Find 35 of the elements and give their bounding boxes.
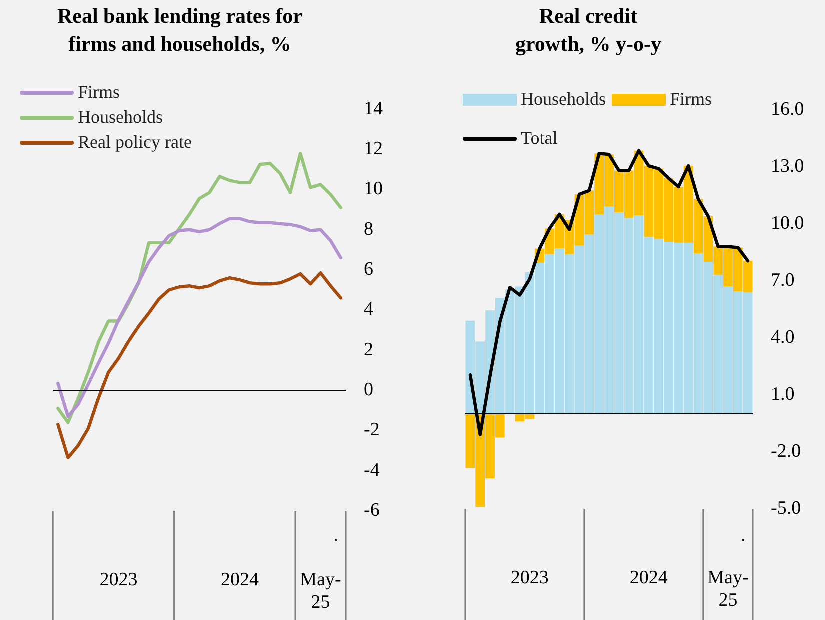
y-tick-label: 8: [364, 218, 374, 240]
y-tick-label: -2: [364, 420, 380, 441]
y-tick-label: 0: [364, 380, 374, 401]
x-tick-label: 2023: [510, 567, 549, 588]
y-tick-label: 14: [364, 98, 384, 120]
y-tick-label: -6: [364, 500, 380, 521]
y-tick-label: 1.0: [771, 384, 795, 405]
x-tick-label: May-25: [708, 567, 749, 612]
x-tick-label: 2023: [100, 569, 138, 590]
y-tick-label: 10: [364, 178, 383, 200]
y-tick-label: 6: [364, 259, 374, 280]
y-tick-label: 13.0: [771, 156, 804, 177]
x-tick-label: 2024: [220, 569, 260, 590]
legend-label: Firms: [670, 89, 712, 110]
chart-title: Real bank lending rates for firms and households, %: [56, 3, 304, 58]
legend-label: Firms: [78, 82, 120, 103]
legend-label: Households: [521, 89, 606, 110]
x-tick-label: May-25: [300, 569, 342, 614]
y-tick-label: 7.0: [771, 270, 795, 291]
y-tick-label: -4: [364, 460, 380, 481]
text: .: [334, 525, 338, 546]
legend-label: Households: [78, 107, 163, 128]
y-tick-label: 12: [364, 138, 383, 160]
x-tick-label: 2024: [630, 567, 668, 588]
y-tick-label: -2.0: [771, 440, 802, 462]
y-tick-label: 2: [364, 339, 374, 360]
legend-label: Total: [521, 128, 558, 149]
chart-title: Real credit growth, % y-o-y: [514, 3, 662, 58]
y-tick-label: 10.0: [771, 212, 804, 234]
y-tick-label: -5.0: [771, 498, 802, 519]
y-tick-label: 4: [364, 299, 374, 320]
legend-label: Real policy rate: [78, 132, 192, 153]
y-tick-label: 16.0: [771, 98, 804, 120]
text: .: [741, 525, 746, 546]
y-tick-label: 4.0: [771, 326, 795, 348]
